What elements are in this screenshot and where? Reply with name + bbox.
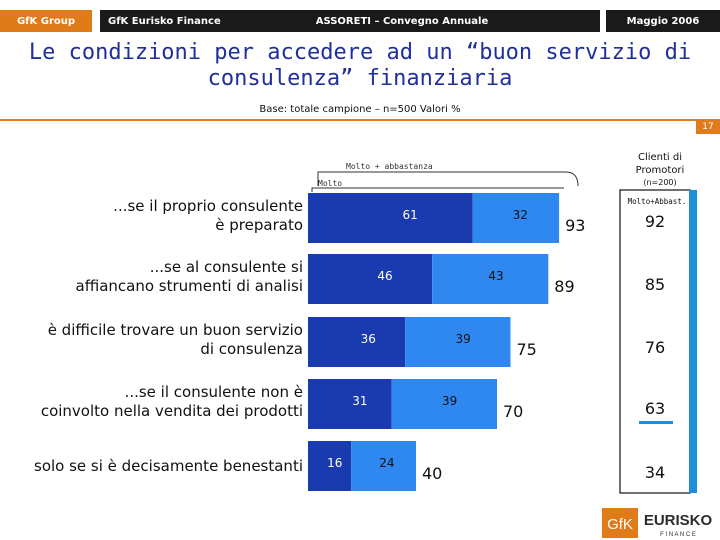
title-line-1: Le condizioni per accedere ad un “buon s… [28,40,692,65]
category-label: di consulenza [200,340,303,358]
event-label: ASSORETI – Convegno Annuale [224,10,600,32]
total-label: 89 [554,277,574,296]
legend-bracket-total [317,171,579,187]
promotori-title-1: Clienti di [638,152,682,163]
logo-eurisko-text: EURISKO [644,512,713,529]
promotori-highlight [639,421,673,424]
category-label: ...se al consulente si [150,258,303,276]
value-label-abbastanza: 39 [442,394,457,408]
value-label-molto: 36 [361,332,376,346]
bar-molto [308,441,352,491]
promotori-title-2: Promotori [636,165,685,176]
date-label: Maggio 2006 [606,10,720,32]
value-label-abbastanza: 24 [379,456,394,470]
value-label-molto: 31 [352,394,367,408]
logo-gfk-box [602,508,638,538]
logo-finance-text: F I N A N C E [660,532,696,538]
value-label-molto: 61 [402,208,417,222]
category-label: è difficile trovare un buon servizio [48,321,303,339]
promotori-panel [619,189,691,494]
value-label-molto: 16 [327,456,342,470]
promotori-value: 76 [645,338,665,357]
bar-molto [308,379,392,429]
category-label: affiancano strumenti di analisi [76,277,303,295]
promotori-sample: (n=200) [643,178,676,187]
legend-molto-label: Molto [318,179,342,188]
category-label: solo se si è decisamente benestanti [34,457,303,475]
bar-molto [308,317,406,367]
divider [0,119,720,121]
value-label-molto: 46 [377,269,392,283]
bar-abbastanza [405,317,511,367]
base-note: Base: totale campione – n=500 Valori % [259,104,461,115]
total-label: 93 [565,216,585,235]
promotori-value: 34 [645,463,665,482]
division-label: GfK Eurisko Finance [100,10,224,32]
gfk-eurisko-logo: GfK EURISKO F I N A N C E [602,508,713,538]
top-bar: GfK Group GfK Eurisko Finance ASSORETI –… [0,0,720,42]
promotori-value: 85 [645,275,665,294]
bar-abbastanza [391,379,497,429]
category-label: è preparato [215,216,303,234]
bar-molto [308,254,433,304]
brand-label: GfK Group [0,10,92,32]
category-label: coinvolto nella vendita dei prodotti [41,402,303,420]
total-label: 40 [422,464,442,483]
bar-abbastanza [351,441,416,491]
page-number: 17 [696,120,720,134]
promotori-panel-edge [689,190,697,493]
logo-gfk-text: GfK [607,516,633,533]
value-label-abbastanza: 39 [455,332,470,346]
promotori-value: 92 [645,212,665,231]
legend-bracket-molto [311,187,564,192]
legend-total-label: Molto + abbastanza [346,162,433,171]
value-label-abbastanza: 32 [513,208,528,222]
total-label: 70 [503,402,523,421]
promotori-value: 63 [645,399,665,418]
category-label: ...se il consulente non è [125,383,303,401]
promotori-column-label: Molto+Abbast. [628,197,687,206]
total-label: 75 [517,340,537,359]
bar-abbastanza [472,193,560,243]
page-title: Le condizioni per accedere ad un “buon s… [0,40,720,92]
title-line-2: consulenza” finanziaria [207,66,513,91]
bar-abbastanza [432,254,549,304]
category-label: ...se il proprio consulente [113,197,303,215]
value-label-abbastanza: 43 [488,269,503,283]
bar-molto [308,193,473,243]
